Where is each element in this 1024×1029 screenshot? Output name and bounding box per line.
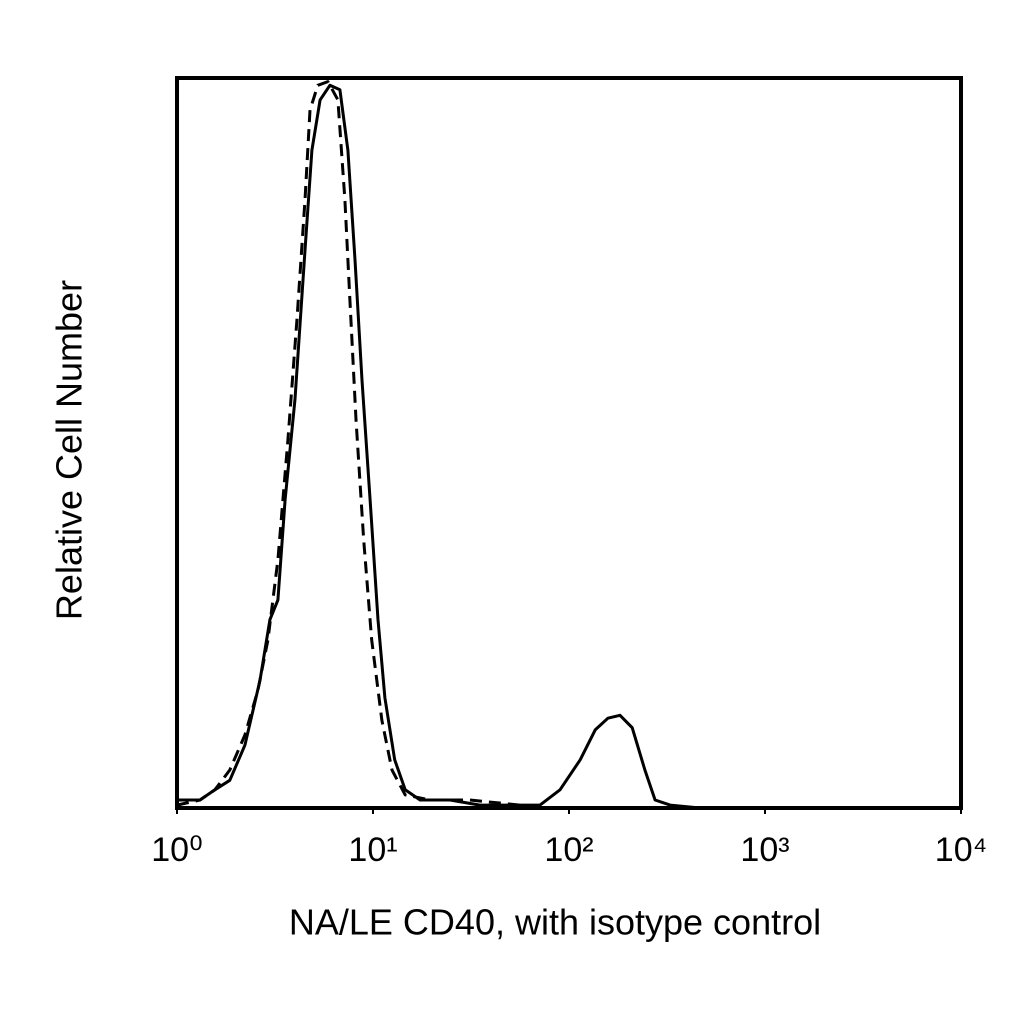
x-tick-label: 10³ [740, 831, 789, 869]
x-tick-label: 10⁴ [935, 831, 987, 869]
y-axis-label: Relative Cell Number [49, 280, 90, 620]
x-tick-label: 10² [544, 831, 593, 869]
plot-frame [175, 76, 963, 810]
x-tick-label: 10⁰ [151, 831, 202, 869]
dashed-histogram-line [176, 80, 521, 807]
x-axis-label: NA/LE CD40, with isotype control [289, 902, 821, 943]
x-tick-label: 10¹ [348, 831, 397, 869]
